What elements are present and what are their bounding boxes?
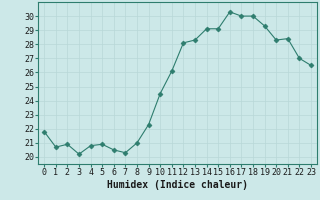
X-axis label: Humidex (Indice chaleur): Humidex (Indice chaleur) [107, 180, 248, 190]
